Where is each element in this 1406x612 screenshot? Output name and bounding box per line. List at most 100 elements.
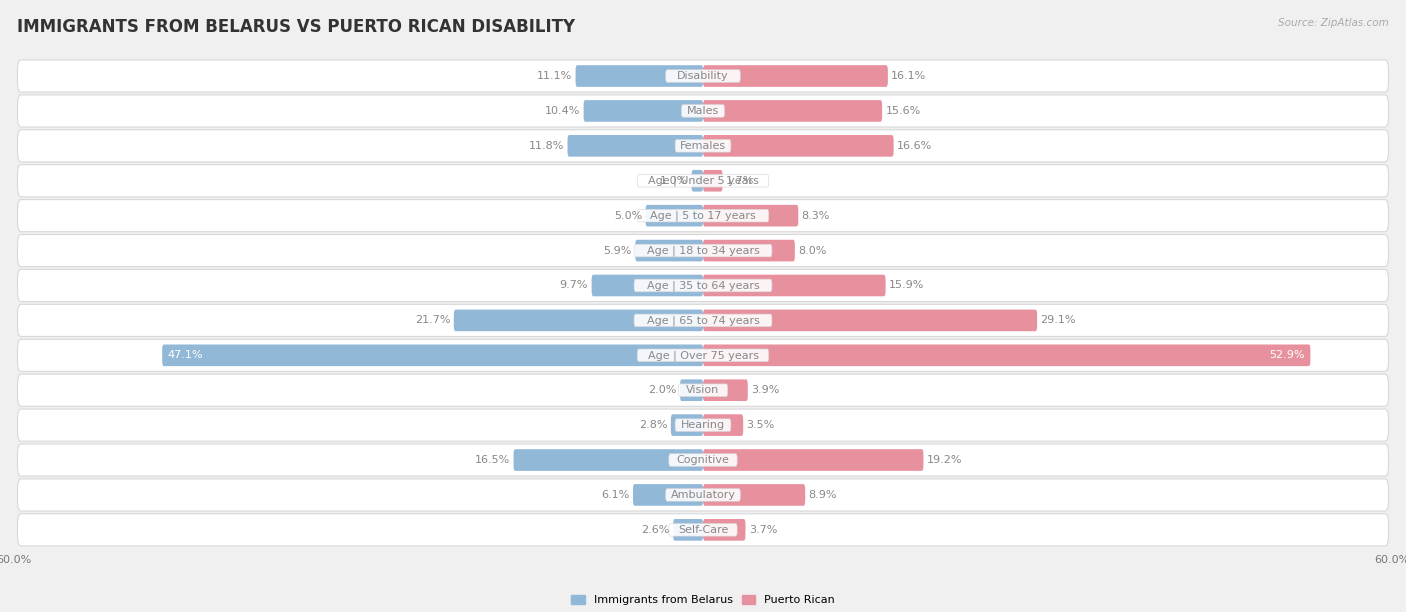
Text: 47.1%: 47.1% [120,350,159,360]
FancyBboxPatch shape [17,304,1389,337]
Text: Age | 35 to 64 years: Age | 35 to 64 years [647,280,759,291]
FancyBboxPatch shape [637,349,769,362]
Text: 16.6%: 16.6% [897,141,932,151]
FancyBboxPatch shape [669,453,737,466]
FancyBboxPatch shape [678,384,728,397]
Text: 5.0%: 5.0% [614,211,643,221]
FancyBboxPatch shape [575,65,703,87]
Text: 5.9%: 5.9% [603,245,631,256]
Text: 16.1%: 16.1% [891,71,927,81]
FancyBboxPatch shape [634,244,772,257]
FancyBboxPatch shape [703,275,886,296]
FancyBboxPatch shape [634,279,772,292]
FancyBboxPatch shape [634,314,772,327]
FancyBboxPatch shape [568,135,703,157]
FancyBboxPatch shape [675,419,731,431]
FancyBboxPatch shape [703,135,894,157]
Text: 8.0%: 8.0% [799,245,827,256]
Text: Age | 65 to 74 years: Age | 65 to 74 years [647,315,759,326]
Text: Disability: Disability [678,71,728,81]
FancyBboxPatch shape [669,524,737,536]
Text: 1.7%: 1.7% [725,176,755,186]
Text: Age | 5 to 17 years: Age | 5 to 17 years [650,211,756,221]
Text: 11.1%: 11.1% [537,71,572,81]
Text: 16.5%: 16.5% [475,455,510,465]
Text: 2.6%: 2.6% [641,525,669,535]
Text: 8.9%: 8.9% [808,490,837,500]
Text: Cognitive: Cognitive [676,455,730,465]
FancyBboxPatch shape [17,269,1389,302]
Text: 3.7%: 3.7% [749,525,778,535]
FancyBboxPatch shape [637,209,769,222]
FancyBboxPatch shape [17,514,1389,546]
FancyBboxPatch shape [17,130,1389,162]
Text: 52.9%: 52.9% [1270,350,1305,360]
FancyBboxPatch shape [703,449,924,471]
Text: 47.1%: 47.1% [167,350,204,360]
FancyBboxPatch shape [162,345,703,366]
FancyBboxPatch shape [17,200,1389,232]
FancyBboxPatch shape [645,205,703,226]
FancyBboxPatch shape [636,240,703,261]
FancyBboxPatch shape [703,240,794,261]
FancyBboxPatch shape [17,60,1389,92]
Text: Age | Over 75 years: Age | Over 75 years [648,350,758,360]
FancyBboxPatch shape [17,444,1389,476]
FancyBboxPatch shape [682,105,724,118]
Text: 6.1%: 6.1% [602,490,630,500]
FancyBboxPatch shape [671,414,703,436]
Text: Age | 18 to 34 years: Age | 18 to 34 years [647,245,759,256]
FancyBboxPatch shape [675,140,731,152]
Text: Males: Males [688,106,718,116]
FancyBboxPatch shape [633,484,703,506]
FancyBboxPatch shape [17,409,1389,441]
Text: 3.5%: 3.5% [747,420,775,430]
Text: Females: Females [681,141,725,151]
Text: Hearing: Hearing [681,420,725,430]
FancyBboxPatch shape [681,379,703,401]
Text: Source: ZipAtlas.com: Source: ZipAtlas.com [1278,18,1389,28]
Text: 2.8%: 2.8% [638,420,668,430]
FancyBboxPatch shape [703,100,882,122]
FancyBboxPatch shape [703,205,799,226]
FancyBboxPatch shape [703,170,723,192]
Text: 29.1%: 29.1% [1040,315,1076,326]
Text: Self-Care: Self-Care [678,525,728,535]
Text: 15.6%: 15.6% [886,106,921,116]
FancyBboxPatch shape [692,170,703,192]
Text: 9.7%: 9.7% [560,280,588,291]
FancyBboxPatch shape [703,379,748,401]
FancyBboxPatch shape [703,345,1310,366]
Text: 19.2%: 19.2% [927,455,962,465]
Text: 10.4%: 10.4% [544,106,581,116]
FancyBboxPatch shape [665,70,741,82]
Text: 11.8%: 11.8% [529,141,564,151]
FancyBboxPatch shape [703,414,744,436]
Text: 8.3%: 8.3% [801,211,830,221]
Text: 15.9%: 15.9% [889,280,924,291]
FancyBboxPatch shape [454,310,703,331]
FancyBboxPatch shape [17,95,1389,127]
FancyBboxPatch shape [17,374,1389,406]
Text: 3.9%: 3.9% [751,385,779,395]
FancyBboxPatch shape [703,65,887,87]
FancyBboxPatch shape [17,479,1389,511]
Text: Ambulatory: Ambulatory [671,490,735,500]
FancyBboxPatch shape [17,234,1389,267]
FancyBboxPatch shape [665,488,741,501]
Text: 1.0%: 1.0% [659,176,688,186]
FancyBboxPatch shape [703,519,745,540]
Text: 52.9%: 52.9% [1313,350,1353,360]
FancyBboxPatch shape [637,174,769,187]
FancyBboxPatch shape [703,310,1038,331]
FancyBboxPatch shape [592,275,703,296]
Text: 2.0%: 2.0% [648,385,676,395]
FancyBboxPatch shape [673,519,703,540]
Text: Age | Under 5 years: Age | Under 5 years [648,176,758,186]
Text: Vision: Vision [686,385,720,395]
Text: 21.7%: 21.7% [415,315,450,326]
FancyBboxPatch shape [17,339,1389,371]
Text: IMMIGRANTS FROM BELARUS VS PUERTO RICAN DISABILITY: IMMIGRANTS FROM BELARUS VS PUERTO RICAN … [17,18,575,36]
FancyBboxPatch shape [17,165,1389,197]
FancyBboxPatch shape [583,100,703,122]
